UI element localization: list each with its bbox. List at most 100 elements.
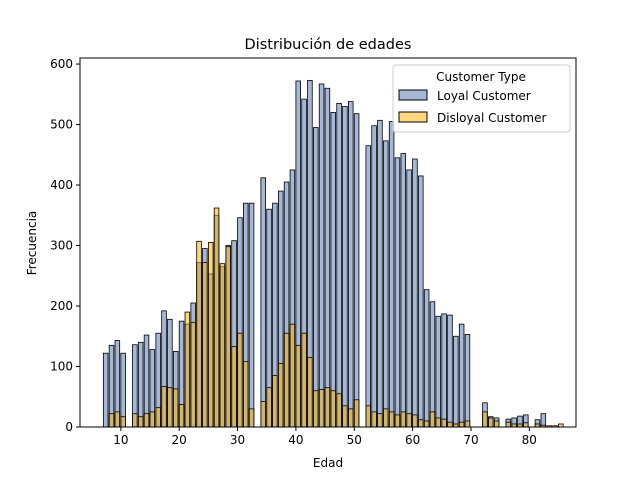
disloyal-bar — [237, 332, 243, 428]
x-tick-label: 70 — [463, 433, 478, 447]
disloyal-bar — [394, 414, 401, 428]
loyal-bar — [406, 169, 412, 428]
disloyal-bar — [260, 401, 266, 428]
disloyal-bar — [277, 363, 284, 428]
disloyal-bar — [400, 411, 407, 428]
disloyal-bar — [225, 246, 231, 428]
x-tick-label: 30 — [230, 433, 245, 447]
legend-swatch-disloyal — [398, 111, 428, 123]
loyal-bar — [324, 87, 331, 428]
disloyal-bar — [219, 263, 226, 428]
disloyal-bar — [155, 407, 161, 428]
disloyal-bar — [231, 346, 237, 428]
loyal-bar — [102, 352, 109, 428]
x-tick-label: 60 — [405, 433, 420, 447]
disloyal-bar — [132, 413, 138, 428]
disloyal-bar — [493, 420, 500, 428]
chart-title: Distribución de edades — [245, 37, 412, 53]
disloyal-bar — [167, 387, 173, 428]
loyal-bar — [137, 341, 144, 428]
disloyal-bar — [190, 321, 196, 428]
disloyal-bar — [330, 390, 336, 428]
y-tick-label: 300 — [50, 239, 73, 253]
disloyal-bar — [505, 421, 512, 428]
disloyal-bar — [202, 262, 208, 428]
disloyal-bar — [447, 421, 453, 428]
legend: Customer Type Loyal Customer Disloyal Cu… — [392, 64, 571, 133]
x-tick-label: 10 — [113, 433, 128, 447]
loyal-bar — [143, 334, 150, 428]
disloyal-bar — [412, 414, 418, 428]
disloyal-bar — [149, 411, 156, 428]
disloyal-bar — [295, 344, 301, 428]
loyal-bar — [453, 335, 459, 428]
x-tick-label: 50 — [347, 433, 362, 447]
legend-swatch-loyal — [398, 89, 428, 101]
disloyal-bar — [318, 389, 325, 428]
disloyal-bar — [143, 413, 150, 428]
loyal-bar — [429, 301, 436, 428]
y-tick-label: 500 — [50, 118, 73, 132]
loyal-bar — [435, 315, 442, 428]
disloyal-bar — [377, 413, 383, 428]
disloyal-bar — [313, 390, 319, 428]
loyal-bar — [371, 125, 377, 428]
loyal-bar — [330, 112, 336, 428]
legend-label-loyal: Loyal Customer — [437, 89, 531, 103]
legend-title: Customer Type — [436, 70, 526, 84]
disloyal-bar — [418, 419, 424, 428]
disloyal-bar — [272, 375, 278, 428]
loyal-bar — [260, 177, 266, 428]
loyal-bar — [412, 158, 418, 428]
disloyal-bar — [283, 332, 290, 428]
disloyal-bar — [178, 404, 185, 428]
loyal-bar — [353, 113, 360, 428]
loyal-bar — [423, 289, 430, 428]
x-axis-ticks: 10 20 30 40 50 60 70 80 — [113, 427, 537, 447]
disloyal-bar — [482, 411, 488, 428]
loyal-bar — [441, 313, 447, 428]
loyal-bar — [377, 119, 383, 428]
loyal-bar — [120, 352, 126, 428]
plot-frame — [79, 57, 577, 428]
y-tick-label: 600 — [50, 57, 73, 71]
x-tick-label: 80 — [522, 433, 537, 447]
disloyal-bar — [161, 386, 167, 428]
disloyal-bar — [435, 417, 442, 428]
loyal-bar — [318, 83, 325, 428]
loyal-bar — [400, 153, 407, 428]
disloyal-bar — [114, 411, 121, 428]
disloyal-bar — [336, 393, 342, 428]
x-axis-label: Edad — [313, 456, 343, 470]
disloyal-bar — [523, 422, 529, 428]
y-tick-label: 100 — [50, 360, 73, 374]
disloyal-bar — [266, 387, 272, 428]
disloyal-bar — [196, 240, 202, 428]
disloyal-bar — [348, 408, 354, 428]
disloyal-bar — [458, 421, 465, 428]
legend-box — [392, 64, 571, 133]
y-tick-label: 200 — [50, 299, 73, 313]
loyal-bar — [447, 314, 453, 428]
disloyal-bar — [184, 311, 191, 428]
legend-label-disloyal: Disloyal Customer — [437, 111, 546, 125]
disloyal-bar — [289, 323, 296, 428]
loyal-bar — [394, 157, 401, 428]
disloyal-customer-bars — [108, 207, 564, 428]
loyal-bar — [348, 101, 354, 428]
disloyal-bar — [324, 387, 331, 428]
loyal-bar — [342, 105, 348, 428]
disloyal-bar — [120, 416, 126, 428]
disloyal-bar — [441, 418, 447, 428]
loyal-bar — [464, 334, 471, 428]
loyal-bar — [418, 175, 424, 428]
disloyal-bar — [307, 357, 313, 428]
disloyal-bar — [108, 413, 115, 428]
disloyal-bar — [242, 361, 249, 428]
disloyal-bar — [383, 408, 389, 428]
x-tick-label: 20 — [172, 433, 187, 447]
y-axis-label: Frecuencia — [25, 211, 39, 276]
disloyal-bar — [301, 332, 307, 428]
disloyal-bar — [429, 411, 436, 428]
